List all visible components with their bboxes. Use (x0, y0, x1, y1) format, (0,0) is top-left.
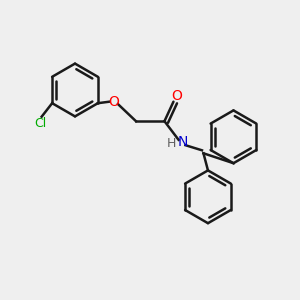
Text: H: H (167, 137, 176, 150)
Text: Cl: Cl (34, 117, 46, 130)
Text: O: O (108, 95, 119, 109)
Text: O: O (172, 89, 182, 103)
Text: N: N (177, 135, 188, 149)
